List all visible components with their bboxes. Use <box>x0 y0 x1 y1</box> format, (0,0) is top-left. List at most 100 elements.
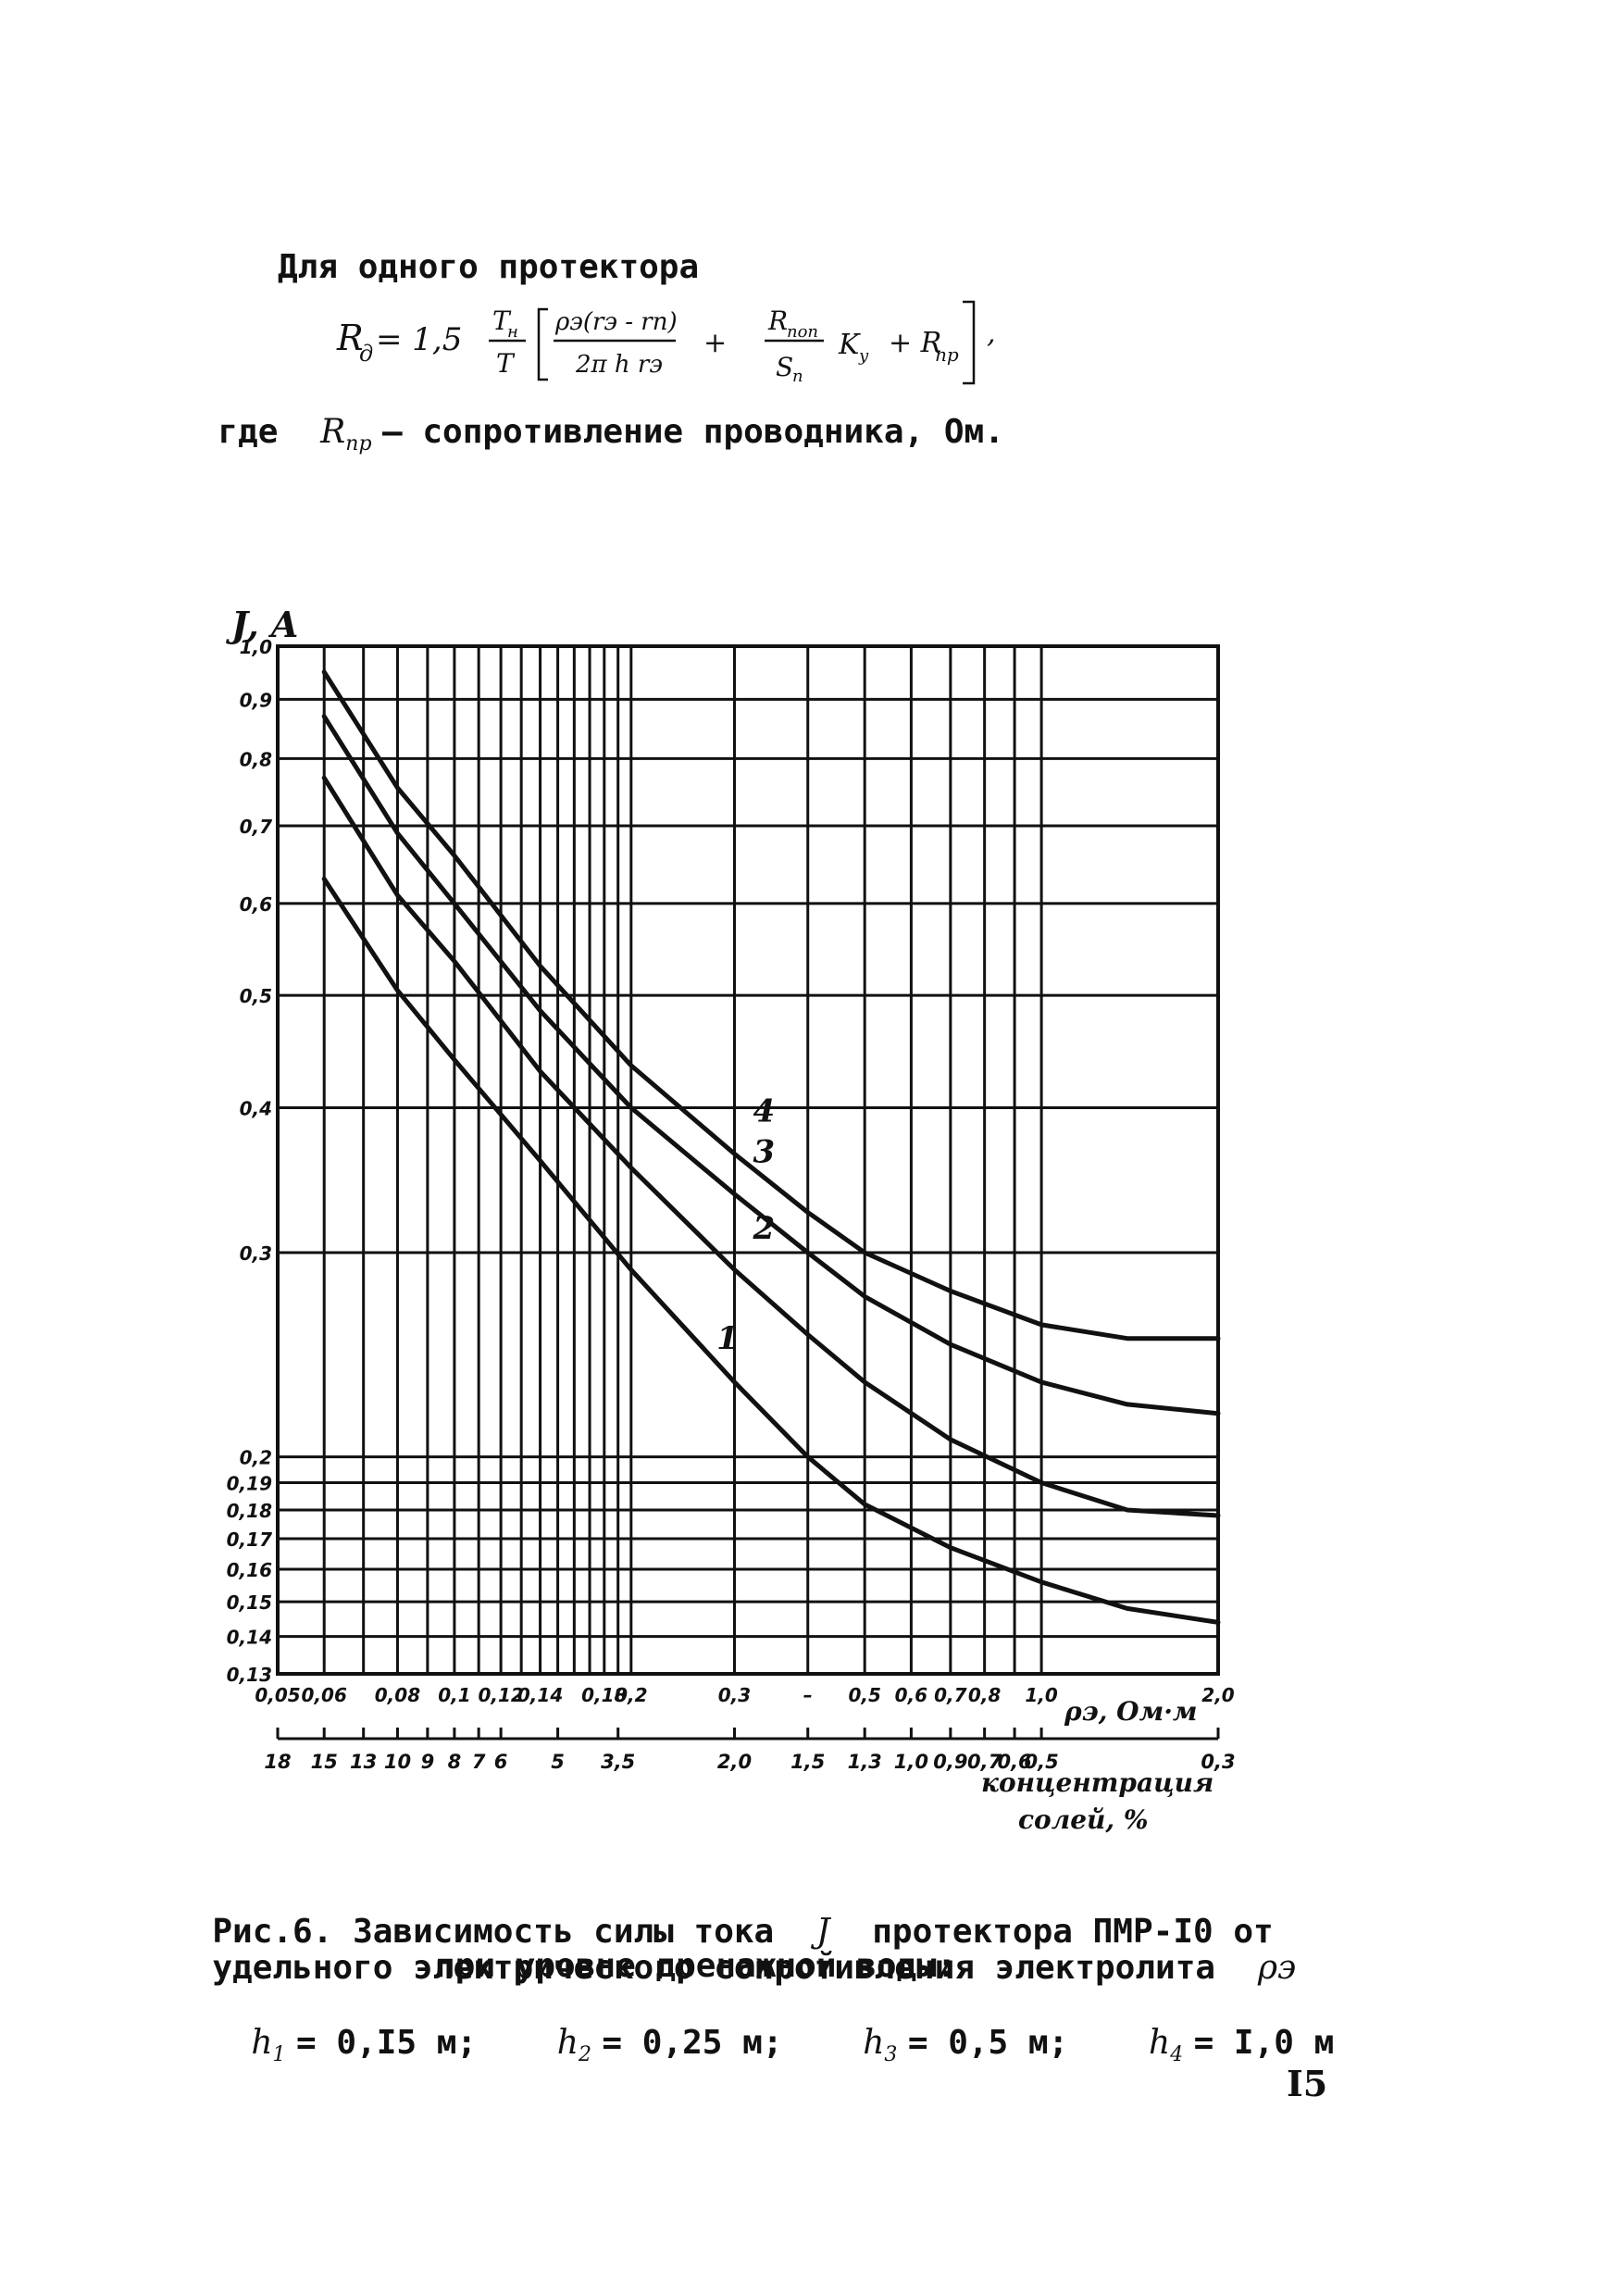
y-tick-label: 1,0 <box>240 636 273 658</box>
y-tick-label: 0,2 <box>240 1447 272 1469</box>
y-tick-label: 0,18 <box>227 1500 272 1522</box>
x-tick-label: 0,7 <box>934 1684 967 1706</box>
y-tick-label: 0,14 <box>227 1627 272 1649</box>
x-tick-label: 0,2 <box>615 1684 647 1706</box>
y-tick-label: 0,5 <box>240 985 272 1007</box>
caption-line-1: Рис.6. Зависимость силы тока J протектор… <box>212 1913 1274 1951</box>
svg-text:R: R <box>767 306 788 336</box>
y-tick-label: 0,19 <box>227 1473 272 1495</box>
horizontal-gridlines <box>278 644 1218 1676</box>
x-tick-label: 0,18 <box>581 1684 627 1706</box>
concentration-tick-label: 6 <box>494 1751 508 1773</box>
y-axis-label: J, A <box>226 604 298 645</box>
svg-text:поп: поп <box>787 322 818 342</box>
concentration-tick-label: 0,6 <box>997 1751 1031 1773</box>
plot-frame <box>276 644 1220 1676</box>
x-tick-label: 0,6 <box>895 1684 928 1706</box>
concentration-tick-label: 18 <box>264 1751 291 1773</box>
concentration-axis: 18 15 13 10 9 8 7 6 5 3,5 2,0 1,5 1,3 1,0 0,9 0,70,60,5… <box>264 1728 1236 1773</box>
svg-text:T: T <box>492 306 512 336</box>
y-tick-label: 0,6 <box>240 893 273 916</box>
svg-text:пр: пр <box>935 343 959 366</box>
page-number: I5 <box>1287 2063 1328 2104</box>
concentration-tick-label: 8 <box>448 1751 462 1773</box>
y-tick-label: 0,16 <box>227 1559 272 1581</box>
caption-line-2: удельного электрического сопротивления э… <box>212 1949 1297 1987</box>
curve-4 <box>321 669 1221 1341</box>
x-tick-label: 0,12 <box>478 1684 523 1706</box>
concentration-tick-label: 1,5 <box>790 1751 825 1773</box>
gde-word: где <box>218 413 279 451</box>
x-tick-label: 0,8 <box>968 1684 1002 1706</box>
concentration-tick-label: 0,7 <box>967 1751 1002 1773</box>
x-tick-label: 0,1 <box>438 1684 470 1706</box>
y-tick-labels: 1,0 0,9 0,8 0,7 0,6 0,5 0,4 0,3 0,2 0,19 0,18 0,17 0… <box>227 636 272 1686</box>
svg-text:2π h rэ: 2π h rэ <box>575 351 663 379</box>
x-tick-labels: 0,05 0,06 0,08 0,1 0,120,14 0,180,2 0,3 – 0,5 0,6… <box>255 1684 1234 1706</box>
caption-text-1: Рис.6. Зависимость силы тока <box>212 1913 775 1951</box>
vertical-gridlines <box>276 646 1220 1674</box>
concentration-label-2: солей, % <box>1018 1804 1149 1835</box>
concentration-tick-label: 3,5 <box>601 1751 635 1773</box>
curve-3 <box>321 714 1221 1416</box>
caption-line-3: при уровне дренажной воды: <box>435 1947 957 1985</box>
curve-label-3: 3 <box>753 1133 775 1170</box>
concentration-tick-label: 10 <box>384 1751 411 1773</box>
concentration-tick-label: 1,3 <box>848 1751 882 1773</box>
concentration-tick-label: 0,5 <box>1024 1751 1058 1773</box>
y-tick-label: 0,4 <box>240 1098 272 1120</box>
y-tick-label: 0,7 <box>240 816 273 838</box>
curve-label-1: 1 <box>716 1320 739 1357</box>
definition-line: где Rпр – сопротивление проводника, Ом. <box>218 413 1004 456</box>
x-tick-label: 1,0 <box>1025 1684 1058 1706</box>
concentration-tick-label: 13 <box>350 1751 377 1773</box>
h3-value: = 0,5 м; <box>907 2024 1069 2062</box>
x-axis-label: ρэ, Ом·м <box>1064 1696 1198 1727</box>
svg-text:= 1,5: = 1,5 <box>376 321 462 358</box>
concentration-tick-label: 9 <box>421 1751 435 1773</box>
r-pr-description: – сопротивление проводника, Ом. <box>382 413 1004 451</box>
svg-text:,: , <box>987 318 996 350</box>
curve-label-4: 4 <box>753 1092 775 1129</box>
svg-text:K: K <box>838 329 861 361</box>
y-tick-label: 0,9 <box>240 689 273 711</box>
x-tick-label: – <box>803 1684 813 1706</box>
concentration-tick-label: 7 <box>472 1751 486 1773</box>
h4-value: = I,0 м <box>1193 2024 1335 2062</box>
y-tick-label: 0,8 <box>240 748 273 770</box>
concentration-tick-label: 0,9 <box>933 1751 967 1773</box>
x-tick-label: 0,06 <box>302 1684 347 1706</box>
svg-text:н: н <box>507 322 518 342</box>
h1-value: = 0,I5 м; <box>296 2024 478 2062</box>
svg-text:+ R: + R <box>889 327 941 359</box>
x-tick-label: 2,0 <box>1201 1684 1235 1706</box>
svg-text:ρэ(rэ - rп): ρэ(rэ - rп) <box>554 308 678 336</box>
formula: R д = 1,5 Tн T ρэ(rэ - rп) 2π h rэ + Rпо… <box>336 300 996 386</box>
svg-text:+: + <box>703 327 727 359</box>
y-tick-label: 0,15 <box>227 1591 272 1614</box>
x-tick-label: 0,14 <box>517 1684 563 1706</box>
svg-text:у: у <box>858 346 869 366</box>
svg-text:S: S <box>776 352 793 382</box>
concentration-tick-label: 2,0 <box>717 1751 752 1773</box>
concentration-tick-label: 5 <box>551 1751 565 1773</box>
curve-1 <box>321 876 1221 1625</box>
caption-text-2: удельного электрического сопротивления э… <box>212 1949 1216 1987</box>
x-tick-label: 0,08 <box>375 1684 420 1706</box>
h2-value: = 0,25 м; <box>602 2024 783 2062</box>
curve-2 <box>321 775 1221 1518</box>
concentration-tick-label: 0,3 <box>1201 1751 1235 1773</box>
y-tick-label: 0,3 <box>240 1242 272 1265</box>
concentration-label-1: концентрация <box>981 1767 1214 1798</box>
caption-text-1b: протектора ПМР-I0 от <box>872 1913 1274 1951</box>
formula-intro: Для одного протектора <box>278 248 700 286</box>
x-tick-label: 0,5 <box>848 1684 880 1706</box>
x-tick-label: 0,3 <box>718 1684 751 1706</box>
caption-line-4: h1 = 0,I5 м; h2 = 0,25 м; h3 = 0,5 м; h4… <box>251 2024 1335 2067</box>
y-tick-label: 0,17 <box>227 1529 272 1551</box>
axis-labels: J, A ρэ, Ом·м концентрация солей, % <box>226 604 1214 1835</box>
svg-text:R: R <box>336 318 364 358</box>
svg-text:д: д <box>359 341 373 367</box>
